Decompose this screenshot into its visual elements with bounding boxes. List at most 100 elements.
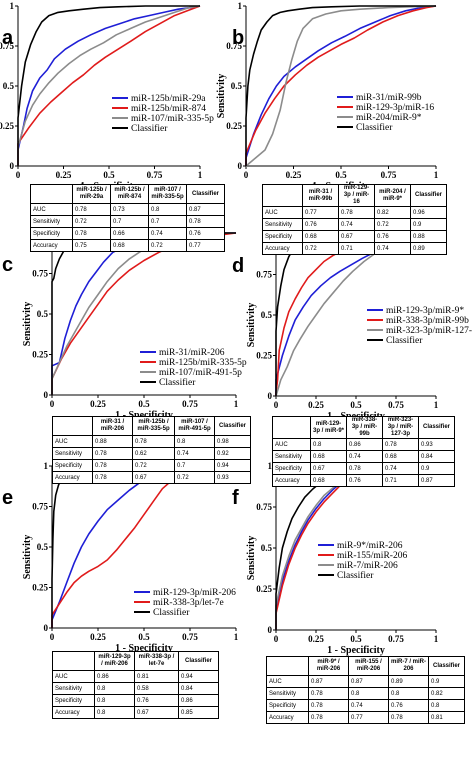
table-row-label: AUC — [30, 203, 73, 216]
table-cell: 0.85 — [178, 706, 219, 719]
table-cell: 0.9 — [418, 462, 455, 475]
table-cell: 0.8 — [94, 682, 135, 695]
table-cell: 0.84 — [178, 682, 219, 695]
table-cell: 0.78 — [72, 203, 111, 216]
table-row: Accuracy 0.78 0.67 0.72 0.93 — [52, 471, 251, 484]
table-row-label: AUC — [52, 435, 93, 448]
legend-entry: miR-9*/miR-206 — [337, 541, 403, 551]
table-row-label: Sensitivity — [272, 450, 311, 463]
table-row: AUC 0.8 0.86 0.78 0.93 — [272, 438, 455, 451]
table-cell: 0.71 — [338, 242, 375, 255]
y-tick-label: 0.5 — [231, 81, 243, 91]
legend-entry: miR-107/miR-491-5p — [159, 368, 242, 378]
table-row-label: Sensitivity — [262, 218, 303, 231]
table-row: Accuracy 0.78 0.77 0.78 0.81 — [266, 711, 465, 724]
table-cell: 0.93 — [418, 438, 455, 451]
table-cell: 0.8 — [94, 694, 135, 707]
table-row-label: Specificity — [52, 694, 95, 707]
table-header-cell — [30, 184, 73, 204]
legend-entry: miR-323-3p/miR-127-3p — [386, 326, 472, 336]
y-tick-label: 1 — [10, 1, 15, 11]
y-tick-label: 0.25 — [32, 583, 48, 593]
table-row: Sensitivity 0.8 0.58 0.84 — [52, 682, 219, 695]
x-tick-label: 0.25 — [308, 634, 324, 644]
table-header-cell — [52, 416, 93, 436]
table-cell: 0.76 — [346, 474, 383, 487]
table-cell: 0.87 — [308, 675, 349, 688]
table-cell: 0.72 — [302, 242, 339, 255]
table-row-label: Specificity — [52, 459, 93, 472]
legend-entry: miR-155/miR-206 — [337, 551, 407, 561]
table-cell: 0.87 — [418, 474, 455, 487]
table-cell: 0.78 — [92, 447, 133, 460]
table-cell: 0.7 — [148, 215, 187, 228]
y-axis-label: Sensitivity — [246, 303, 257, 347]
x-tick-label: 0.75 — [147, 170, 163, 180]
y-axis-label: Sensitivity — [22, 535, 33, 579]
table-row: Accuracy 0.75 0.68 0.72 0.77 — [30, 239, 225, 252]
table-cell: 0.58 — [134, 682, 179, 695]
table-cell: 0.88 — [410, 230, 447, 243]
x-tick-label: 0 — [274, 634, 279, 644]
legend-entry: miR-129-3p/miR-206 — [153, 588, 236, 598]
legend-entry: miR-129-3p/miR-16 — [356, 103, 434, 113]
x-tick-label: 0.5 — [350, 400, 362, 410]
table-cell: 0.74 — [338, 218, 375, 231]
table-cell: 0.78 — [186, 215, 225, 228]
table-header-cell: miR-338-3p / let-7e — [134, 651, 179, 671]
legend-entry: Classifier — [131, 123, 168, 134]
table-row: AUC 0.77 0.78 0.82 0.96 — [262, 206, 447, 219]
table-header-cell: Classifier — [186, 184, 225, 204]
roc-curve-1 — [245, 5, 437, 166]
table-row-label: AUC — [262, 206, 303, 219]
y-tick-label: 0.75 — [256, 270, 272, 280]
panel-label: e — [2, 487, 13, 509]
table-row-label: Specificity — [266, 699, 309, 712]
y-tick-label: 0.25 — [0, 121, 15, 131]
y-axis-label: Sensitivity — [246, 536, 257, 580]
table-header-cell: miR-129-3p / miR-16 — [338, 184, 375, 207]
table-cell: 0.74 — [382, 462, 419, 475]
y-tick-label: 0.25 — [256, 351, 272, 361]
x-tick-label: 1 — [434, 170, 439, 180]
x-tick-label: 0.5 — [350, 634, 362, 644]
table-cell: 0.8 — [174, 435, 215, 448]
table-cell: 0.78 — [92, 471, 133, 484]
y-axis-label: Sensitivity — [22, 302, 33, 346]
x-tick-label: 0.75 — [388, 634, 404, 644]
table-cell: 0.76 — [374, 230, 411, 243]
table-row: Accuracy 0.68 0.76 0.71 0.87 — [272, 474, 455, 487]
x-tick-label: 0.25 — [90, 632, 106, 642]
y-tick-label: 0.5 — [37, 542, 49, 552]
legend-entry: miR-338-3p/let-7e — [153, 598, 224, 608]
table-cell: 0.89 — [410, 242, 447, 255]
y-axis-label: Sensitivity — [216, 74, 227, 118]
table-header-cell — [262, 184, 303, 207]
table-row: AUC 0.78 0.73 0.8 0.87 — [30, 203, 225, 216]
table-cell: 0.78 — [72, 227, 111, 240]
roc-curve-4 — [245, 5, 436, 166]
table-cell: 0.62 — [132, 447, 175, 460]
table-cell: 0.7 — [174, 459, 215, 472]
table-row: Sensitivity 0.78 0.8 0.8 0.82 — [266, 687, 465, 700]
panel-label: a — [2, 27, 14, 49]
table-row-label: Sensitivity — [52, 447, 93, 460]
table-cell: 0.74 — [374, 242, 411, 255]
table-cell: 0.93 — [214, 471, 251, 484]
roc-curve-1 — [17, 5, 201, 166]
table-row-label: Sensitivity — [266, 687, 309, 700]
legend-entry: miR-125b/miR-335-5p — [159, 358, 247, 368]
legend-entry: miR-125b/miR-29a — [131, 94, 206, 104]
y-tick-label: 0.75 — [226, 41, 242, 51]
table-row-label: Specificity — [272, 462, 311, 475]
x-tick-label: 0.5 — [103, 170, 115, 180]
table-header-cell: Classifier — [418, 416, 455, 439]
table-cell: 0.74 — [174, 447, 215, 460]
table-header-cell: miR-338-3p / miR-99b — [346, 416, 383, 439]
table-cell: 0.8 — [428, 699, 465, 712]
table-row: Specificity 0.68 0.67 0.76 0.88 — [262, 230, 447, 243]
table-cell: 0.8 — [388, 687, 429, 700]
y-tick-label: 0.75 — [32, 502, 48, 512]
